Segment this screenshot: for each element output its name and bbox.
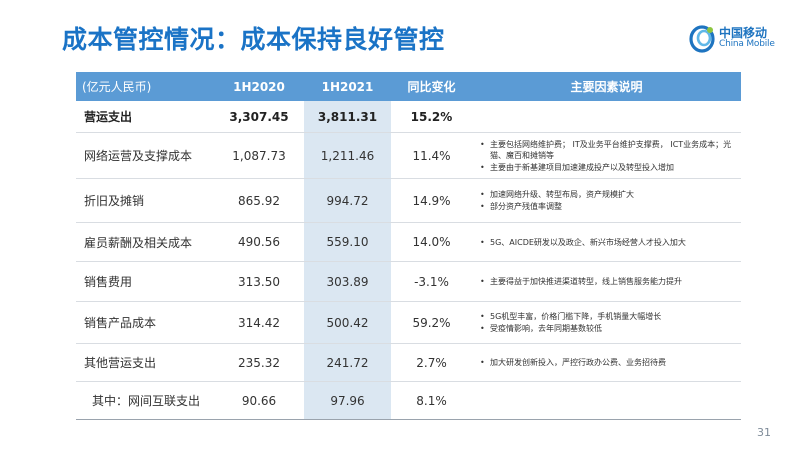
row-name: 销售费用 xyxy=(76,261,214,302)
header-main-factors: 主要因素说明 xyxy=(472,72,741,101)
value-change: 11.4% xyxy=(391,132,472,179)
table-row: 折旧及摊销 865.92 994.72 14.9% 加速网络升级、转型布局，资产… xyxy=(76,178,741,223)
table-row: 销售费用 313.50 303.89 -3.1% 主要得益于加快推进渠道转型，线… xyxy=(76,261,741,302)
value-1h2021: 97.96 xyxy=(304,381,391,420)
value-change: 59.2% xyxy=(391,301,472,344)
note-item: 主要包括网络维护费； IT及业务平台维护支撑费， ICT业务成本；光猫、魔百和摊… xyxy=(478,139,737,161)
table-row: 其中：网间互联支出 90.66 97.96 8.1% xyxy=(76,381,741,420)
note-item: 5G、AICDE研发以及政企、新兴市场经营人才投入加大 xyxy=(478,237,737,248)
value-change: 14.9% xyxy=(391,178,472,223)
value-1h2021: 303.89 xyxy=(304,261,391,302)
value-change: -3.1% xyxy=(391,261,472,302)
note-item: 主要得益于加快推进渠道转型，线上销售服务能力提升 xyxy=(478,276,737,287)
value-1h2021: 3,811.31 xyxy=(304,101,391,133)
value-1h2020: 1,087.73 xyxy=(214,132,304,179)
page-number: 31 xyxy=(757,426,771,439)
value-change: 2.7% xyxy=(391,343,472,382)
note-item: 5G机型丰富，价格门槛下降，手机销量大幅增长 xyxy=(478,311,737,322)
value-1h2020: 90.66 xyxy=(214,381,304,420)
value-1h2020: 235.32 xyxy=(214,343,304,382)
row-name: 其中：网间互联支出 xyxy=(76,381,214,420)
note-item: 加大研发创新投入，严控行政办公费、业务招待费 xyxy=(478,357,737,368)
header-1h2021: 1H2021 xyxy=(304,72,391,101)
row-name: 销售产品成本 xyxy=(76,301,214,344)
row-name: 其他营运支出 xyxy=(76,343,214,382)
table-row: 网络运营及支撑成本 1,087.73 1,211.46 11.4% 主要包括网络… xyxy=(76,132,741,179)
value-1h2021: 500.42 xyxy=(304,301,391,344)
row-name: 营运支出 xyxy=(76,101,214,133)
header-yoy-change: 同比变化 xyxy=(391,72,472,101)
note-item: 受疫情影响，去年同期基数较低 xyxy=(478,323,737,334)
table-header-row: (亿元人民币) 1H2020 1H2021 同比变化 主要因素说明 xyxy=(76,72,741,101)
table-row: 其他营运支出 235.32 241.72 2.7% 加大研发创新投入，严控行政办… xyxy=(76,343,741,382)
row-name: 折旧及摊销 xyxy=(76,178,214,223)
china-mobile-logo: 中国移动 China Mobile xyxy=(689,22,785,56)
slide-title: 成本管控情况：成本保持良好管控 xyxy=(62,25,445,54)
china-mobile-logo-icon xyxy=(689,25,715,53)
table-row: 营运支出 3,307.45 3,811.31 15.2% xyxy=(76,101,741,133)
table-row: 雇员薪酬及相关成本 490.56 559.10 14.0% 5G、AICDE研发… xyxy=(76,222,741,262)
row-name: 网络运营及支撑成本 xyxy=(76,132,214,179)
note-item: 部分资产残值率调整 xyxy=(478,201,737,212)
row-name: 雇员薪酬及相关成本 xyxy=(76,222,214,262)
value-1h2021: 241.72 xyxy=(304,343,391,382)
notes-cell xyxy=(472,381,741,420)
header-unit: (亿元人民币) xyxy=(76,72,214,101)
notes-cell: 主要包括网络维护费； IT及业务平台维护支撑费， ICT业务成本；光猫、魔百和摊… xyxy=(472,132,741,179)
note-item: 加速网络升级、转型布局，资产规模扩大 xyxy=(478,189,737,200)
value-1h2020: 314.42 xyxy=(214,301,304,344)
logo-name-en: China Mobile xyxy=(719,39,775,49)
value-1h2021: 1,211.46 xyxy=(304,132,391,179)
value-1h2020: 3,307.45 xyxy=(214,101,304,133)
cost-table: (亿元人民币) 1H2020 1H2021 同比变化 主要因素说明 营运支出 3… xyxy=(76,72,741,420)
value-1h2021: 559.10 xyxy=(304,222,391,262)
notes-cell: 5G、AICDE研发以及政企、新兴市场经营人才投入加大 xyxy=(472,222,741,262)
header-1h2020: 1H2020 xyxy=(214,72,304,101)
notes-cell: 主要得益于加快推进渠道转型，线上销售服务能力提升 xyxy=(472,261,741,302)
value-1h2020: 313.50 xyxy=(214,261,304,302)
notes-cell: 加大研发创新投入，严控行政办公费、业务招待费 xyxy=(472,343,741,382)
notes-cell xyxy=(472,101,741,133)
notes-cell: 加速网络升级、转型布局，资产规模扩大 部分资产残值率调整 xyxy=(472,178,741,223)
value-1h2020: 490.56 xyxy=(214,222,304,262)
note-item: 主要由于新基建项目加速建成投产以及转型投入增加 xyxy=(478,162,737,173)
logo-name-zh: 中国移动 xyxy=(719,26,768,40)
table-row: 销售产品成本 314.42 500.42 59.2% 5G机型丰富，价格门槛下降… xyxy=(76,301,741,344)
value-change: 14.0% xyxy=(391,222,472,262)
value-1h2020: 865.92 xyxy=(214,178,304,223)
value-change: 15.2% xyxy=(391,101,472,133)
value-change: 8.1% xyxy=(391,381,472,420)
notes-cell: 5G机型丰富，价格门槛下降，手机销量大幅增长 受疫情影响，去年同期基数较低 xyxy=(472,301,741,344)
value-1h2021: 994.72 xyxy=(304,178,391,223)
